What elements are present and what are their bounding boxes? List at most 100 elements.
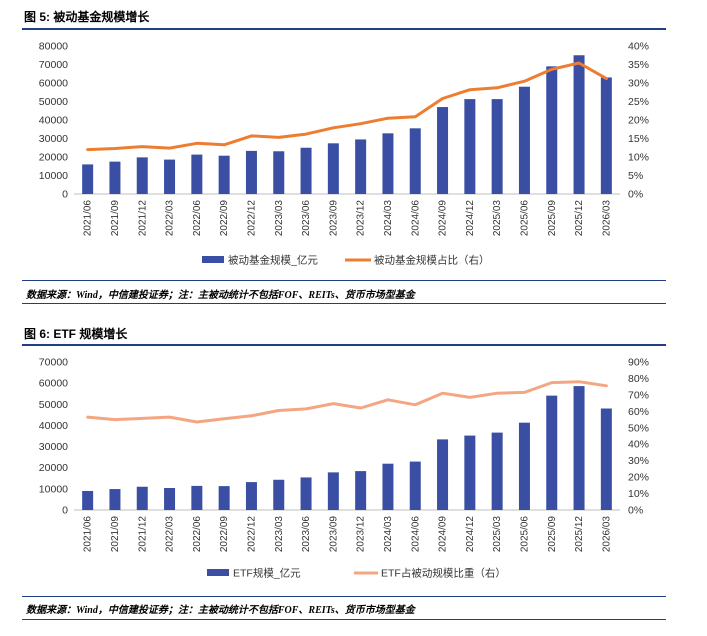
- y-right-tick-label: 0%: [628, 505, 643, 517]
- x-tick-label: 2021/09: [110, 516, 121, 553]
- x-tick-label: 2022/09: [219, 200, 230, 237]
- y-right-tick-label: 15%: [628, 133, 649, 145]
- x-tick-label: 2023/03: [274, 516, 285, 553]
- bar: [300, 477, 312, 510]
- bar: [600, 77, 612, 194]
- bar: [546, 395, 558, 510]
- y-left-tick-label: 80000: [39, 41, 68, 53]
- bar: [518, 422, 530, 510]
- bar: [437, 107, 449, 194]
- y-left-tick-label: 40000: [39, 420, 68, 432]
- x-tick-label: 2024/09: [438, 516, 449, 553]
- bar: [437, 439, 449, 510]
- y-left-tick-label: 0: [62, 189, 68, 201]
- bar: [273, 479, 285, 510]
- bar: [164, 159, 176, 194]
- x-tick-label: 2024/06: [410, 200, 421, 237]
- x-tick-label: 2022/03: [165, 516, 176, 553]
- y-right-tick-label: 20%: [628, 115, 649, 127]
- x-tick-label: 2022/09: [219, 516, 230, 553]
- y-right-tick-label: 10%: [628, 152, 649, 164]
- y-left-tick-label: 60000: [39, 378, 68, 390]
- y-right-tick-label: 25%: [628, 96, 649, 108]
- y-left-tick-label: 50000: [39, 399, 68, 411]
- x-tick-label: 2022/03: [165, 200, 176, 237]
- x-tick-label: 2023/03: [274, 200, 285, 237]
- y-left-tick-label: 10000: [39, 170, 68, 182]
- bar: [409, 461, 421, 510]
- x-tick-label: 2026/03: [601, 516, 612, 553]
- x-tick-label: 2026/03: [601, 200, 612, 237]
- figure-5-top-rule: [22, 28, 666, 30]
- y-right-tick-label: 70%: [628, 389, 649, 401]
- bar: [109, 161, 121, 194]
- x-tick-label: 2025/09: [547, 516, 558, 553]
- bar: [518, 86, 530, 194]
- bar: [136, 486, 148, 510]
- y-right-tick-label: 10%: [628, 488, 649, 500]
- figure-6-bottom-rule: [22, 596, 666, 597]
- y-right-tick-label: 40%: [628, 439, 649, 451]
- x-tick-label: 2024/03: [383, 516, 394, 553]
- x-tick-label: 2024/12: [465, 200, 476, 237]
- figure-6-title: 图 6: ETF 规模增长: [24, 327, 128, 341]
- x-tick-label: 2022/06: [192, 200, 203, 237]
- figure-5-title: 图 5: 被动基金规模增长: [24, 10, 150, 24]
- y-left-tick-label: 20000: [39, 462, 68, 474]
- y-right-tick-label: 5%: [628, 170, 643, 182]
- x-tick-label: 2025/06: [519, 516, 530, 553]
- legend-bar-swatch: [207, 569, 229, 576]
- x-tick-label: 2022/12: [246, 200, 257, 237]
- y-left-tick-label: 30000: [39, 133, 68, 145]
- legend-line-label: 被动基金规模占比（右）: [374, 254, 490, 267]
- bar: [136, 157, 148, 194]
- x-tick-label: 2023/06: [301, 516, 312, 553]
- bar: [191, 154, 203, 194]
- bar: [109, 489, 121, 510]
- bar: [218, 486, 230, 510]
- x-tick-label: 2025/03: [492, 200, 503, 237]
- legend-bar-label: 被动基金规模_亿元: [228, 254, 318, 267]
- bar: [245, 150, 257, 194]
- x-tick-label: 2023/12: [356, 516, 367, 553]
- bar: [82, 490, 94, 510]
- bar: [245, 482, 257, 510]
- bar: [573, 386, 585, 510]
- bar: [464, 99, 476, 194]
- bar: [300, 147, 312, 194]
- x-tick-label: 2025/12: [574, 200, 585, 237]
- x-tick-label: 2025/12: [574, 516, 585, 553]
- bar: [191, 485, 203, 510]
- bar: [491, 99, 503, 194]
- bar: [327, 143, 339, 194]
- bar: [164, 488, 176, 510]
- bar: [355, 471, 367, 510]
- x-tick-label: 2024/06: [410, 516, 421, 553]
- figure-6-top-rule: [22, 344, 666, 346]
- bar: [546, 66, 558, 194]
- bar: [464, 435, 476, 510]
- figure-6-end-rule: [22, 619, 666, 620]
- y-right-tick-label: 30%: [628, 78, 649, 90]
- x-tick-label: 2021/12: [137, 516, 148, 553]
- x-tick-label: 2024/12: [465, 516, 476, 553]
- y-left-tick-label: 70000: [39, 357, 68, 369]
- y-right-tick-label: 60%: [628, 406, 649, 418]
- figure-5-end-rule: [22, 303, 666, 304]
- y-left-tick-label: 40000: [39, 115, 68, 127]
- x-tick-label: 2023/09: [328, 516, 339, 553]
- y-left-tick-label: 50000: [39, 96, 68, 108]
- bar: [382, 133, 394, 194]
- series-line: [86, 61, 608, 152]
- bar: [355, 139, 367, 194]
- passive-fund-scale-chart: 0 10000 20000 30000 40000 50000 60000 70000 8000…: [39, 41, 649, 267]
- x-tick-label: 2022/12: [246, 516, 257, 553]
- x-tick-label: 2025/06: [519, 200, 530, 237]
- y-right-tick-label: 30%: [628, 455, 649, 467]
- bar: [382, 463, 394, 510]
- x-tick-label: 2021/06: [83, 516, 94, 553]
- legend-line-label: ETF占被动规模比重（右）: [381, 567, 506, 580]
- y-right-tick-label: 35%: [628, 59, 649, 71]
- x-tick-label: 2021/12: [137, 200, 148, 237]
- figure-5-source-note: 数据来源：Wind，中信建投证券；注：主被动统计不包括FOF、REITs、货币市…: [26, 290, 415, 301]
